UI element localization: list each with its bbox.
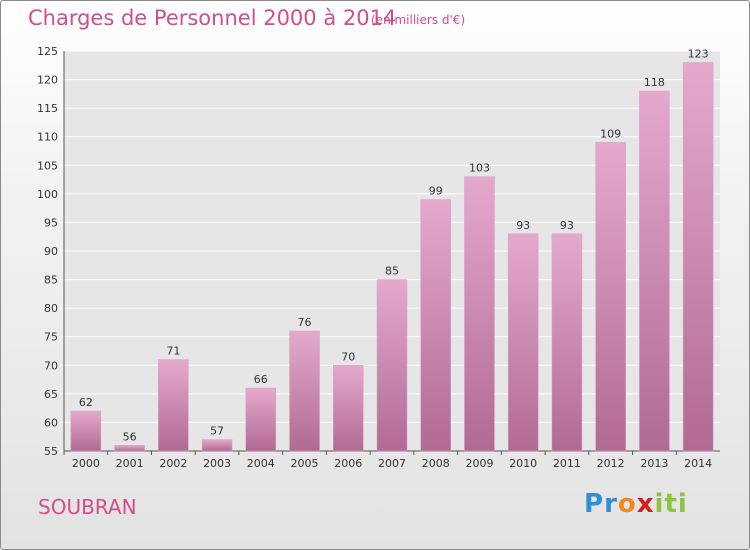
bar [595, 142, 626, 452]
bar [376, 279, 408, 452]
data-label: 93 [560, 219, 574, 232]
data-label: 123 [688, 47, 709, 60]
y-tick-label: 55 [44, 445, 58, 458]
data-label: 85 [385, 265, 399, 278]
logo-letter: r [604, 489, 618, 519]
x-tick-label: 2010 [509, 457, 537, 470]
y-tick-label: 75 [44, 331, 58, 344]
data-label: 71 [166, 345, 180, 358]
y-tick-label: 60 [44, 416, 58, 429]
y-tick-label: 110 [37, 131, 58, 144]
x-tick-label: 2006 [334, 457, 362, 470]
y-tick-label: 120 [37, 74, 58, 87]
bar [158, 359, 189, 452]
y-tick-label: 70 [44, 359, 58, 372]
bar [507, 233, 539, 452]
x-tick-label: 2003 [203, 457, 231, 470]
data-label: 62 [79, 396, 93, 409]
logo-letter: x [636, 489, 655, 519]
x-tick-label: 2004 [247, 457, 275, 470]
y-tick-label: 85 [44, 274, 58, 287]
data-label: 118 [644, 76, 665, 89]
x-tick-label: 2007 [378, 457, 406, 470]
data-label: 70 [341, 350, 355, 363]
data-label: 76 [298, 316, 312, 329]
bar [333, 365, 364, 452]
chart-subtitle: (en milliers d'€) [371, 13, 466, 27]
data-label: 93 [516, 219, 530, 232]
y-tick-label: 125 [37, 45, 58, 58]
proxiti-logo: Proxiti [584, 489, 688, 519]
x-tick-label: 2001 [116, 457, 144, 470]
bar [639, 90, 670, 452]
x-tick-label: 2012 [597, 457, 625, 470]
bar [114, 445, 145, 452]
y-tick-label: 80 [44, 302, 58, 315]
data-label: 56 [123, 430, 137, 443]
x-tick-label: 2013 [640, 457, 668, 470]
x-tick-label: 2008 [422, 457, 450, 470]
logo-letter: t [664, 489, 678, 519]
bar [682, 62, 714, 452]
bar [201, 439, 233, 452]
logo-letter: P [584, 489, 605, 519]
logo-letter: i [677, 489, 688, 519]
x-tick-label: 2002 [159, 457, 187, 470]
chart-title: Charges de Personnel 2000 à 2014 [28, 6, 397, 30]
x-tick-label: 2014 [684, 457, 712, 470]
y-tick-label: 100 [37, 188, 58, 201]
y-tick-label: 65 [44, 388, 58, 401]
y-tick-label: 95 [44, 216, 58, 229]
logo-letter: i [654, 489, 665, 519]
x-tick-label: 2011 [553, 457, 581, 470]
bar-chart: 55 60 65 70 75 80 85 90 95 100 105 110 115 120 125 62 20… [37, 45, 720, 470]
logo-letter: o [617, 489, 637, 519]
commune-name: SOUBRAN [38, 495, 137, 519]
y-tick-label: 90 [44, 245, 58, 258]
x-tick-label: 2005 [291, 457, 319, 470]
bar [289, 330, 320, 452]
data-label: 109 [600, 127, 621, 140]
x-tick-label: 2009 [465, 457, 493, 470]
data-label: 57 [210, 425, 224, 438]
bar [245, 387, 277, 452]
y-tick-label: 105 [37, 159, 58, 172]
data-label: 99 [429, 185, 443, 198]
data-label: 103 [469, 162, 490, 175]
data-label: 66 [254, 373, 268, 386]
x-tick-label: 2000 [72, 457, 100, 470]
bar [551, 233, 583, 452]
y-tick-label: 115 [37, 102, 58, 115]
bar [70, 410, 102, 452]
bar [420, 199, 451, 452]
bar [464, 176, 495, 452]
